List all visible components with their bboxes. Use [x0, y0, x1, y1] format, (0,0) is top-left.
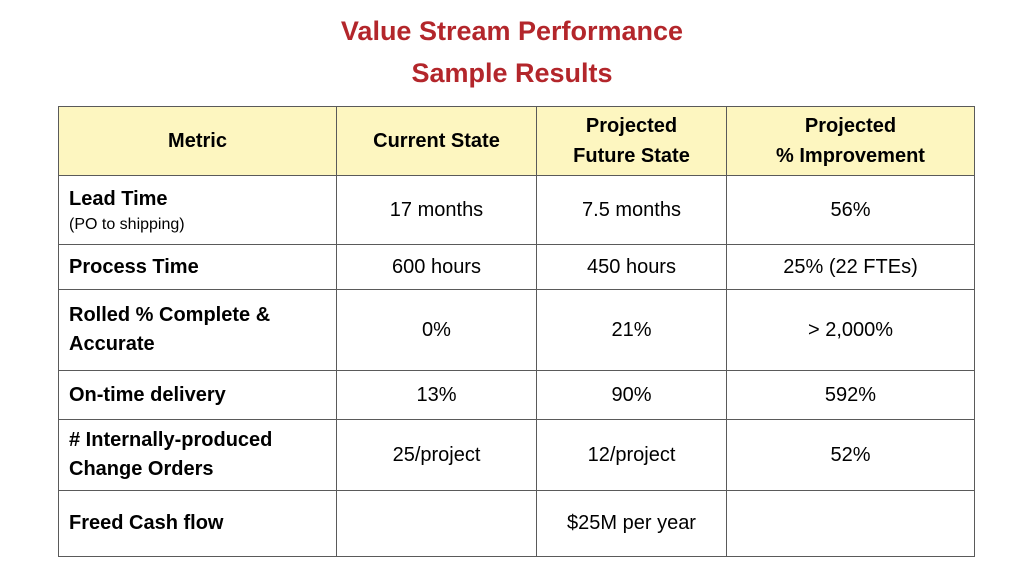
future-state-cell: 450 hours [536, 244, 727, 290]
metric-label: Freed Cash flow [69, 512, 224, 534]
metric-cell: Freed Cash flow [58, 490, 337, 557]
current-state-cell: 17 months [336, 175, 537, 245]
table-row: # Internally-produced Change Orders 25/p… [58, 419, 975, 491]
improvement-cell: 592% [726, 370, 975, 420]
metric-cell: On-time delivery [58, 370, 337, 420]
metric-label-line-1: Rolled % Complete & [69, 304, 271, 326]
header-improvement-line-2: % Improvement [776, 145, 925, 167]
header-current-state: Current State [336, 106, 537, 176]
results-table: Metric Current State Projected Future St… [58, 106, 975, 557]
future-state-cell: 21% [536, 289, 727, 371]
slide-title: Value Stream Performance Sample Results [0, 10, 1024, 94]
metric-label-line-1: # Internally-produced [69, 429, 273, 451]
metric-cell: Process Time [58, 244, 337, 290]
current-state-cell: 25/project [336, 419, 537, 491]
table-row: Process Time 600 hours 450 hours 25% (22… [58, 244, 975, 290]
header-future-state: Projected Future State [536, 106, 727, 176]
header-future-line-2: Future State [573, 145, 690, 167]
header-improvement-line-1: Projected [804, 115, 897, 137]
current-state-cell: 13% [336, 370, 537, 420]
improvement-cell: 56% [726, 175, 975, 245]
table-row: On-time delivery 13% 90% 592% [58, 370, 975, 420]
improvement-cell: > 2,000% [726, 289, 975, 371]
metric-label: Process Time [69, 255, 199, 278]
table-row: Rolled % Complete & Accurate 0% 21% > 2,… [58, 289, 975, 371]
header-improvement: Projected % Improvement [726, 106, 975, 176]
current-state-cell: 0% [336, 289, 537, 371]
future-state-cell: 12/project [536, 419, 727, 491]
header-future-line-1: Projected [585, 115, 678, 137]
metric-label-line-2: Accurate [69, 333, 155, 355]
metric-cell: Lead Time (PO to shipping) [58, 175, 337, 245]
current-state-cell [336, 490, 537, 557]
improvement-cell: 25% (22 FTEs) [726, 244, 975, 290]
slide-subtitle: Sample Results [411, 58, 613, 88]
metric-label-line-2: Change Orders [69, 458, 214, 480]
metric-cell: # Internally-produced Change Orders [58, 419, 337, 491]
table-body: Lead Time (PO to shipping) 17 months 7.5… [58, 175, 975, 557]
improvement-cell [726, 490, 975, 557]
metric-sublabel: (PO to shipping) [69, 215, 185, 233]
metric-cell: Rolled % Complete & Accurate [58, 289, 337, 371]
metric-label: Lead Time [69, 187, 168, 210]
improvement-cell: 52% [726, 419, 975, 491]
slide-title-line-1: Value Stream Performance [340, 16, 684, 46]
header-row: Metric Current State Projected Future St… [58, 106, 975, 176]
table-header: Metric Current State Projected Future St… [58, 106, 975, 176]
table-row: Freed Cash flow $25M per year [58, 490, 975, 557]
header-metric: Metric [58, 106, 337, 176]
table-row: Lead Time (PO to shipping) 17 months 7.5… [58, 175, 975, 245]
future-state-cell: 7.5 months [536, 175, 727, 245]
current-state-cell: 600 hours [336, 244, 537, 290]
future-state-cell: 90% [536, 370, 727, 420]
future-state-cell: $25M per year [536, 490, 727, 557]
metric-label: On-time delivery [69, 383, 226, 406]
